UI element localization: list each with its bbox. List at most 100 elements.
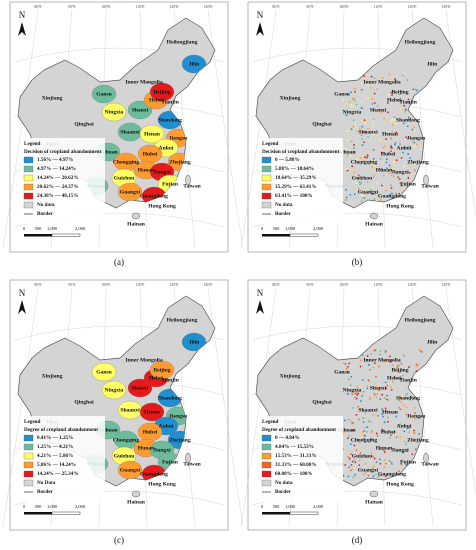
cropland-dot	[393, 119, 396, 121]
legend-label: 0 — 4.84%	[275, 435, 300, 441]
province-label: Heilongjiang	[405, 317, 436, 323]
legend-label: No Data	[37, 480, 56, 486]
cropland-dot	[382, 146, 385, 149]
cropland-dot	[349, 384, 352, 387]
cropland-dot	[383, 459, 386, 462]
province-label: Jiangsu	[169, 413, 187, 419]
cropland-dot	[395, 131, 398, 134]
cropland-dot	[367, 474, 370, 477]
cropland-dot	[371, 165, 374, 168]
province-label: Guangxi	[358, 467, 379, 473]
cropland-dot	[394, 78, 397, 81]
legend-label: Border	[37, 489, 54, 495]
province-label: Ningxia	[343, 109, 362, 115]
cropland-dot	[372, 133, 375, 136]
cropland-dot	[407, 116, 410, 119]
province-label: Guangdong	[378, 471, 406, 477]
province-label: Chongqing	[351, 437, 378, 443]
cropland-dot	[394, 192, 397, 195]
cropland-dot	[358, 181, 361, 184]
province-label: Beijing	[153, 367, 170, 373]
scale-bar	[51, 511, 81, 515]
cropland-dot	[385, 138, 387, 140]
cropland-dot	[350, 464, 353, 466]
cropland-dot	[347, 456, 350, 459]
legend-swatch	[261, 183, 272, 191]
cropland-dot	[414, 163, 416, 165]
legend-label: 24.38% — 48.15%	[37, 193, 79, 199]
cropland-dot	[349, 193, 352, 196]
legend-title: Legend	[24, 141, 41, 147]
province-label: Jiangxi	[391, 169, 409, 175]
province-label: Anhui	[159, 423, 174, 429]
cropland-dot	[356, 391, 358, 394]
province-label: Anhui	[159, 145, 174, 151]
cropland-dot	[390, 388, 393, 391]
cropland-dot	[403, 165, 406, 168]
cropland-dot	[399, 423, 402, 426]
cropland-dot	[349, 154, 352, 157]
cropland-dot	[364, 426, 367, 429]
cropland-dot	[398, 406, 400, 409]
cropland-dot	[383, 359, 386, 362]
scale-label: 500	[35, 504, 43, 509]
cropland-dot	[406, 427, 409, 430]
cropland-dot	[363, 434, 366, 437]
cropland-dot	[366, 385, 369, 387]
cropland-dot	[370, 430, 373, 433]
cropland-dot	[348, 466, 350, 469]
cropland-dot	[367, 127, 369, 130]
cropland-dot	[348, 457, 351, 460]
cropland-dot	[382, 174, 385, 177]
scale-label: 0	[23, 504, 26, 509]
cropland-dot	[346, 93, 349, 96]
cropland-dot	[391, 94, 393, 96]
cropland-dot	[408, 171, 411, 174]
cropland-dot	[403, 104, 406, 107]
province-fill	[181, 54, 207, 74]
province-label: Hong Kong	[148, 481, 176, 487]
legend-swatch	[23, 183, 34, 191]
cropland-dot	[389, 436, 391, 439]
cropland-dot	[393, 170, 396, 172]
cropland-dot	[413, 432, 416, 434]
cropland-dot	[384, 381, 387, 384]
province-label: Jilin	[189, 61, 200, 67]
scale-bar	[289, 511, 319, 515]
legend-swatch	[23, 461, 34, 469]
province-label: Shaanxi	[358, 407, 378, 413]
cropland-dot	[399, 408, 402, 411]
province-label: Fujian	[400, 459, 417, 465]
province-label: Chongqing	[113, 159, 140, 165]
cropland-dot	[390, 434, 392, 437]
cropland-dot	[367, 420, 370, 423]
graticule-line	[445, 287, 476, 496]
graticule-line	[207, 287, 244, 527]
graticule-label: 90°E	[306, 283, 314, 287]
island	[369, 212, 379, 220]
cropland-dot	[366, 154, 369, 157]
cropland-dot	[354, 126, 357, 129]
legend-swatch	[261, 192, 272, 200]
cropland-dot	[376, 88, 379, 91]
province-label: Hunan	[138, 445, 155, 451]
graticule-line	[445, 9, 476, 218]
province-label: Zhejiang	[407, 437, 429, 443]
cropland-dot	[376, 393, 379, 395]
province-label: Qinghai	[312, 399, 332, 405]
cropland-dot	[400, 362, 403, 365]
graticule-label: 90°E	[68, 283, 76, 287]
cropland-dot	[356, 394, 359, 396]
scale-label: 0	[23, 226, 26, 231]
cropland-dot	[388, 73, 391, 76]
graticule-label: 80°E	[34, 5, 42, 9]
legend-label: 60.00% — 100%	[275, 471, 313, 477]
cropland-dot	[388, 460, 391, 462]
cropland-dot	[351, 460, 354, 463]
cropland-dot	[371, 467, 374, 469]
cropland-dot	[367, 97, 370, 100]
graticule-line	[2, 9, 39, 249]
cropland-dot	[362, 421, 365, 424]
cropland-dot	[357, 438, 360, 441]
cropland-dot	[381, 77, 384, 79]
